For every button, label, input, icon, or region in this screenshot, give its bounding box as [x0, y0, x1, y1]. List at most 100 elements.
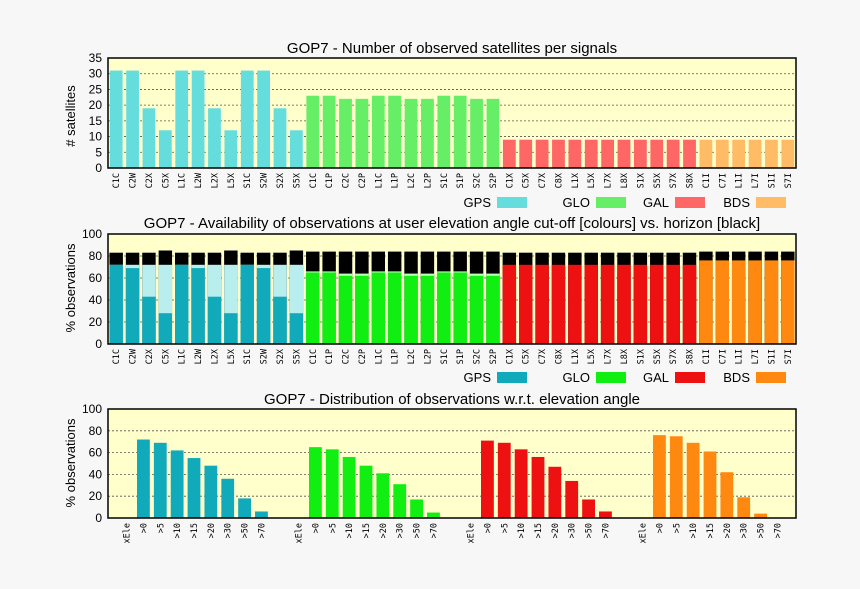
- bar: [552, 139, 565, 168]
- bar-cutoff: [682, 264, 697, 344]
- x-tick-label: C5X: [161, 348, 171, 364]
- x-tick-label: L1I: [735, 349, 745, 364]
- bar-cutoff: [355, 275, 369, 344]
- legend-label-bds: BDS: [723, 195, 750, 210]
- legend-swatch-gps: [497, 197, 527, 208]
- bar-cutoff: [322, 272, 336, 344]
- bar: [633, 139, 647, 168]
- x-tick-label: L1P: [391, 173, 401, 188]
- x-tick-label: xEle: [295, 523, 305, 543]
- x-tick-label: >0: [483, 523, 493, 533]
- x-tick-label: S7I: [784, 349, 794, 364]
- x-tick-label: C2X: [145, 172, 155, 188]
- x-tick-label: >15: [706, 523, 716, 538]
- x-tick-label: L2W: [194, 348, 204, 364]
- bar-cutoff: [486, 275, 500, 344]
- x-tick-label: >70: [429, 523, 439, 538]
- x-tick-label: >50: [757, 523, 767, 538]
- bar: [781, 139, 795, 168]
- x-tick-label: S2X: [276, 348, 286, 364]
- bar-cutoff: [715, 260, 730, 344]
- x-tick-label: S1X: [636, 348, 646, 364]
- bar-cutoff: [191, 268, 205, 344]
- bar-cutoff: [518, 264, 533, 344]
- bar: [224, 130, 238, 168]
- bar-gal: [481, 440, 494, 518]
- x-tick-label: L2P: [423, 349, 433, 364]
- x-tick-label: L1X: [571, 348, 581, 364]
- x-tick-label: xEle: [639, 523, 649, 543]
- x-tick-label: C1C: [112, 173, 122, 188]
- bar-cutoff: [420, 275, 435, 344]
- bar-cutoff: [207, 296, 222, 344]
- bar-gal: [531, 456, 545, 518]
- bar-cutoff: [731, 260, 746, 344]
- x-tick-label: S5X: [653, 348, 663, 364]
- chart-3-frame: [107, 408, 797, 519]
- y-tick-label: 80: [89, 249, 103, 263]
- x-tick-label: L2W: [194, 172, 204, 188]
- bar-gps: [238, 498, 251, 518]
- x-tick-label: >5: [500, 523, 510, 533]
- legend-label-gal: GAL: [643, 370, 669, 385]
- x-tick-label: >0: [311, 523, 321, 533]
- bar-cutoff: [437, 272, 451, 344]
- x-tick-label: >15: [362, 523, 372, 538]
- bar: [109, 70, 123, 168]
- x-tick-label: S7X: [669, 348, 679, 364]
- bar: [453, 95, 467, 168]
- x-tick-label: >70: [773, 523, 783, 538]
- chart-1-title: GOP7 - Number of observed satellites per…: [287, 40, 617, 57]
- x-tick-label: C1P: [325, 349, 335, 364]
- x-tick-label: L2C: [407, 173, 417, 188]
- x-tick-label: S1C: [243, 173, 253, 188]
- x-tick-label: S2P: [489, 349, 499, 364]
- bar: [322, 95, 336, 168]
- bar: [371, 95, 385, 168]
- legend-swatch-glo: [596, 197, 626, 208]
- x-tick-label: >20: [207, 523, 217, 538]
- x-tick-label: C1C: [112, 349, 122, 364]
- bar-cutoff: [306, 272, 320, 344]
- chart-2-frame: [107, 233, 797, 345]
- bar-bds: [754, 513, 767, 518]
- x-tick-label: C1I: [702, 349, 712, 364]
- x-tick-label: L1C: [178, 349, 188, 364]
- bar: [404, 98, 418, 168]
- x-tick-label: S1P: [456, 173, 466, 188]
- x-tick-label: L8X: [620, 348, 630, 364]
- bar-cutoff: [584, 264, 598, 344]
- bar: [126, 70, 139, 168]
- y-tick-label: 40: [89, 467, 103, 481]
- bar-bds: [720, 472, 734, 518]
- y-tick-label: 15: [89, 114, 103, 128]
- y-tick-label: 0: [95, 337, 102, 351]
- x-tick-label: C7I: [718, 349, 728, 364]
- x-tick-label: >50: [413, 523, 423, 538]
- bar: [666, 139, 680, 168]
- x-tick-label: C2W: [129, 348, 139, 364]
- x-tick-label: >70: [601, 523, 611, 538]
- bar-cutoff: [699, 260, 713, 344]
- bar-glo: [410, 499, 423, 518]
- bar-cutoff: [551, 264, 566, 344]
- x-tick-label: L2X: [210, 172, 220, 188]
- bar-gal: [497, 442, 511, 518]
- bar-cutoff: [781, 260, 795, 344]
- bar-gal: [565, 480, 579, 518]
- bar-glo: [393, 484, 407, 518]
- bar-cutoff: [617, 264, 631, 344]
- x-tick-label: L1I: [735, 173, 745, 188]
- bar-cutoff: [240, 264, 254, 344]
- bar-bds: [703, 451, 717, 518]
- y-tick-label: 80: [89, 424, 103, 438]
- x-tick-label: L7I: [751, 349, 761, 364]
- chart-1-plot-area: [108, 58, 796, 168]
- x-tick-label: C1X: [505, 348, 515, 364]
- y-tick-label: 20: [89, 489, 103, 503]
- x-tick-label: S1C: [243, 349, 253, 364]
- bar-bds: [669, 436, 683, 518]
- legend-label-glo: GLO: [563, 195, 590, 210]
- bar: [388, 95, 402, 168]
- x-tick-label: >15: [534, 523, 544, 538]
